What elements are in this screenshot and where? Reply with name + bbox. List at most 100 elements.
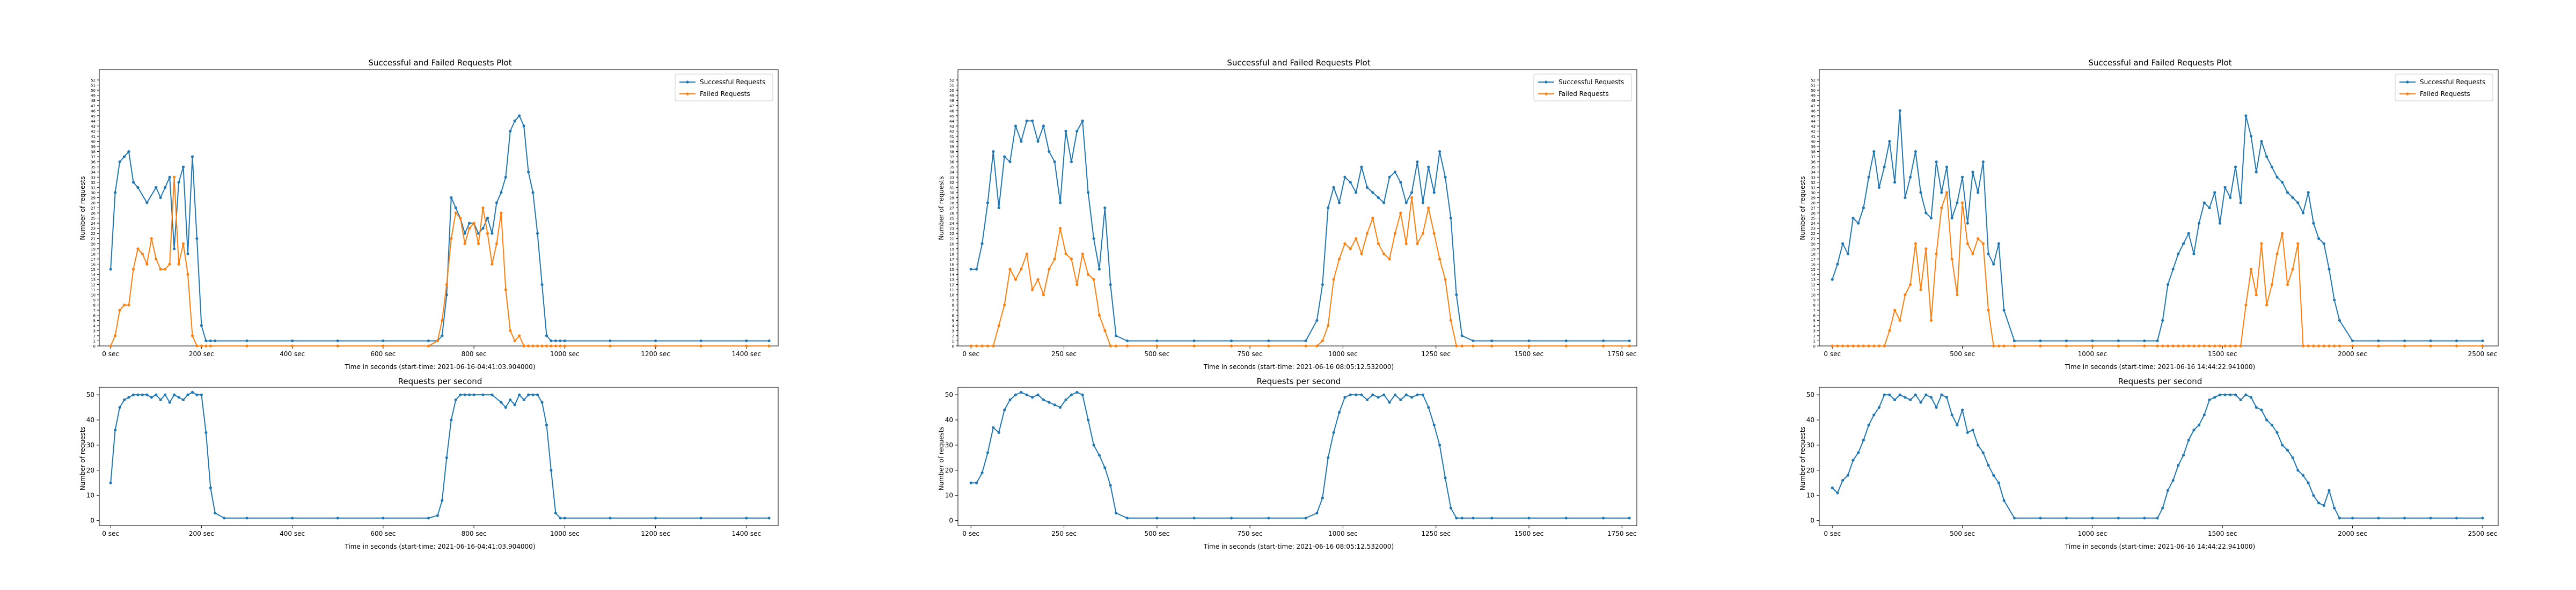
chart-6-data-point [2218, 393, 2221, 396]
chart-3-ytick-label: 8 [952, 304, 954, 308]
chart-6-data-point [2143, 517, 2146, 520]
chart-5-ytick-label: 10 [1811, 293, 1816, 298]
chart-1-data-point [109, 268, 112, 271]
chart-3-xtick-label: 1250 sec [1421, 350, 1451, 358]
chart-5-data-point [1898, 319, 1901, 322]
chart-5-data-point [2039, 344, 2042, 348]
chart-6-data-point [1841, 478, 1845, 482]
chart-5-data-point [1971, 171, 1974, 174]
chart-4-data-point [992, 426, 995, 429]
chart-4-data-point [1399, 398, 1402, 402]
chart-4-data-point [1393, 393, 1397, 396]
chart-2-data-point [463, 393, 466, 396]
chart-1-data-point [495, 242, 498, 245]
chart-3-ytick-label: 12 [949, 283, 954, 287]
chart-5-data-point [2065, 339, 2068, 343]
chart-6-data-point [1877, 405, 1881, 409]
chart-4-data-point [969, 481, 972, 484]
chart-6-data-point [1919, 401, 1922, 404]
chart-3-ytick-label: 5 [952, 319, 954, 323]
chart-3-data-point [1042, 293, 1045, 297]
chart-6-data-point [2351, 517, 2354, 520]
chart-5-data-point [2244, 114, 2248, 117]
chart-3-legend-label: Failed Requests [1558, 90, 1609, 98]
chart-2-data-point [173, 393, 176, 396]
chart-1-ytick-label: 38 [91, 150, 96, 154]
chart-4-xtick-label: 1750 sec [1607, 530, 1637, 537]
chart-3-data-point [1014, 278, 1018, 281]
chart-5-data-point [2301, 344, 2305, 348]
chart-5-ytick-label: 32 [1811, 181, 1816, 185]
chart-5-data-point [1929, 319, 1933, 322]
chart-1-legend-marker [686, 80, 689, 84]
chart-1-ytick-label: 31 [91, 186, 96, 190]
chart-6-data-point [2213, 396, 2216, 399]
chart-3-ytick-label: 47 [949, 104, 954, 108]
chart-3-data-point [1097, 268, 1101, 271]
chart-6-data-point [1898, 393, 1901, 396]
chart-1-data-point [159, 196, 162, 200]
chart-3-data-point [1427, 165, 1430, 168]
chart-6-data-point [1971, 429, 1974, 432]
chart-4-data-point [1070, 393, 1073, 396]
chart-5-ytick-label: 18 [1811, 252, 1816, 256]
chart-4-data-point [1388, 401, 1391, 404]
chart-6-data-point [2296, 469, 2300, 472]
chart-4-data-point [1092, 444, 1095, 447]
chart-1-data-point [427, 339, 430, 343]
chart-3-data-point [1602, 339, 1605, 343]
chart-2-bottom-plot: 0 sec 250 sec 500 sec 750 sec 1000 sec 1250 s… [945, 387, 1637, 537]
chart-3-ytick-label: 10 [949, 293, 954, 298]
chart-3-ytick-label: 45 [949, 114, 954, 119]
chart-4-data-point [1103, 466, 1107, 469]
chart-5-data-point [1940, 206, 1943, 210]
chart-1-data-point [463, 242, 466, 245]
chart-2-bottom: Requests per second Time in seconds (sta… [938, 377, 1637, 550]
chart-4-ytick-label: 40 [945, 416, 953, 424]
chart-5-legend-label: Successful Requests [2420, 78, 2485, 86]
chart-5-data-point [1960, 175, 1964, 179]
chart-2-data-point [522, 398, 525, 402]
chart-1-data-point [109, 344, 112, 348]
chart-1-ytick-label: 45 [91, 114, 96, 119]
chart-3-data-point [1059, 201, 1062, 204]
chart-3-data-point [986, 201, 990, 204]
chart-5-data-point [1971, 252, 1974, 255]
chart-1-top-title: Successful and Failed Requests Plot [368, 58, 511, 68]
chart-5-data-point [2117, 339, 2120, 343]
chart-5-data-point [1904, 293, 1907, 297]
chart-3-ytick-label: 44 [949, 119, 954, 123]
chart-4-data-point [1321, 496, 1324, 500]
chart-1-xtick-label: 0 sec [102, 350, 119, 358]
chart-3-data-point [1449, 216, 1453, 220]
chart-5-data-point [2351, 339, 2354, 343]
chart-1-xtick-label: 1400 sec [731, 350, 761, 358]
chart-2-data-point [245, 517, 248, 520]
chart-5-data-point [2117, 344, 2120, 348]
chart-1-data-point [481, 206, 485, 210]
chart-3-data-point [1031, 288, 1034, 291]
chart-3-bottom-title: Requests per second [2118, 377, 2202, 386]
chart-6-xtick-label: 2500 sec [2468, 530, 2498, 537]
chart-3-data-point [969, 344, 972, 348]
chart-1-ytick-label: 12 [91, 283, 96, 287]
chart-1-data-point [486, 216, 489, 220]
chart-1-ytick-label: 23 [91, 227, 96, 231]
chart-5-data-point [2198, 222, 2201, 225]
chart-3-data-point [1087, 272, 1090, 276]
chart-5-series-line-1 [1832, 110, 2483, 342]
chart-3-data-point [1377, 242, 1380, 245]
chart-2-data-point [654, 517, 657, 520]
chart-5-ytick-label: 5 [1813, 319, 1816, 323]
chart-5-data-point [2229, 344, 2232, 348]
chart-6-data-point [2403, 517, 2406, 520]
chart-5-data-point [1836, 262, 1839, 266]
chart-1-data-point [559, 339, 562, 343]
chart-4-data-point [1059, 405, 1062, 409]
chart-5-data-point [1997, 242, 2001, 245]
chart-5-data-point [1919, 191, 1922, 194]
chart-2-top-plot: 0 sec 250 sec 500 sec 750 sec 1000 sec 1250 s… [949, 69, 1637, 358]
chart-5-data-point [1981, 160, 1985, 164]
chart-5-ytick-label: 48 [1811, 99, 1816, 103]
